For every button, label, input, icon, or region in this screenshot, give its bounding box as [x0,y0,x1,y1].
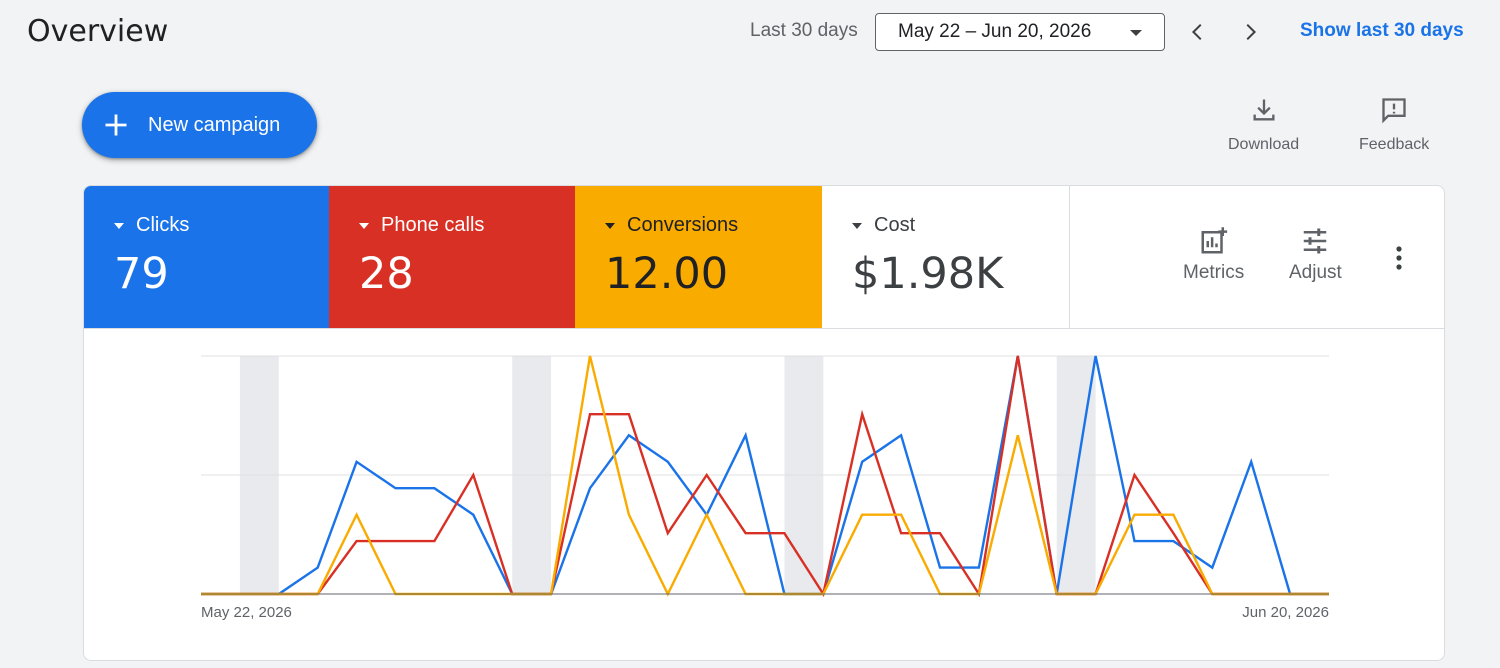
metric-tile-phone-calls[interactable]: Phone calls 28 [329,186,575,328]
dropdown-caret-icon [1130,30,1142,36]
x-tick-label: May 22, 2026 [201,604,292,621]
series-line-clicks [201,355,1329,596]
metric-name: Cost [874,214,916,236]
adjust-label: Adjust [1289,262,1342,283]
metric-tile-conversions[interactable]: Conversions 12.00 [575,186,822,328]
feedback-icon [1382,98,1406,124]
metrics-button[interactable]: Metrics [1183,226,1244,284]
series-line-phone-calls [201,355,1329,598]
download-button[interactable]: Download [1228,96,1299,154]
dropdown-triangle-icon [359,222,369,229]
metric-name: Clicks [136,214,190,236]
metric-name: Phone calls [381,214,485,236]
plus-icon [105,114,127,136]
more-options-icon[interactable] [1387,244,1411,272]
metric-tile-clicks[interactable]: Clicks 79 [84,186,329,328]
dropdown-triangle-icon [114,222,124,229]
metric-value: 79 [114,249,169,299]
metric-value: 28 [359,249,414,299]
range-label: Last 30 days [750,20,858,41]
metric-value: $1.98K [852,249,1004,299]
metric-tile-cost[interactable]: Cost $1.98K [822,186,1070,328]
dropdown-triangle-icon [605,222,615,229]
chevron-right-icon [1246,23,1257,41]
new-campaign-label: New campaign [148,113,281,136]
new-campaign-button[interactable]: New campaign [82,92,317,158]
metrics-label: Metrics [1183,262,1245,283]
metric-value: 12.00 [605,249,729,299]
show-last-30-days-link[interactable]: Show last 30 days [1300,20,1464,41]
x-tick-label: Jun 20, 2026 [1242,604,1329,621]
adjust-button[interactable]: Adjust [1289,226,1342,284]
download-label: Download [1228,136,1300,153]
feedback-label: Feedback [1359,136,1430,153]
download-icon [1253,99,1275,121]
feedback-button[interactable]: Feedback [1359,96,1429,154]
previous-period-button[interactable] [1180,14,1216,50]
add-chart-icon [1201,227,1227,254]
dropdown-triangle-icon [852,222,862,229]
divider [84,328,1444,329]
date-range-value: May 22 – Jun 20, 2026 [898,21,1092,42]
tune-icon [1304,228,1327,254]
performance-card: Clicks 79 Phone calls 28 Conversions 12.… [83,185,1445,661]
chevron-left-icon [1191,23,1202,41]
date-range-select[interactable]: May 22 – Jun 20, 2026 [875,13,1165,51]
page-title: Overview [27,14,169,49]
performance-chart: May 22, 2026 Jun 20, 2026 [201,355,1329,621]
metric-name: Conversions [627,214,739,236]
next-period-button[interactable] [1232,14,1268,50]
